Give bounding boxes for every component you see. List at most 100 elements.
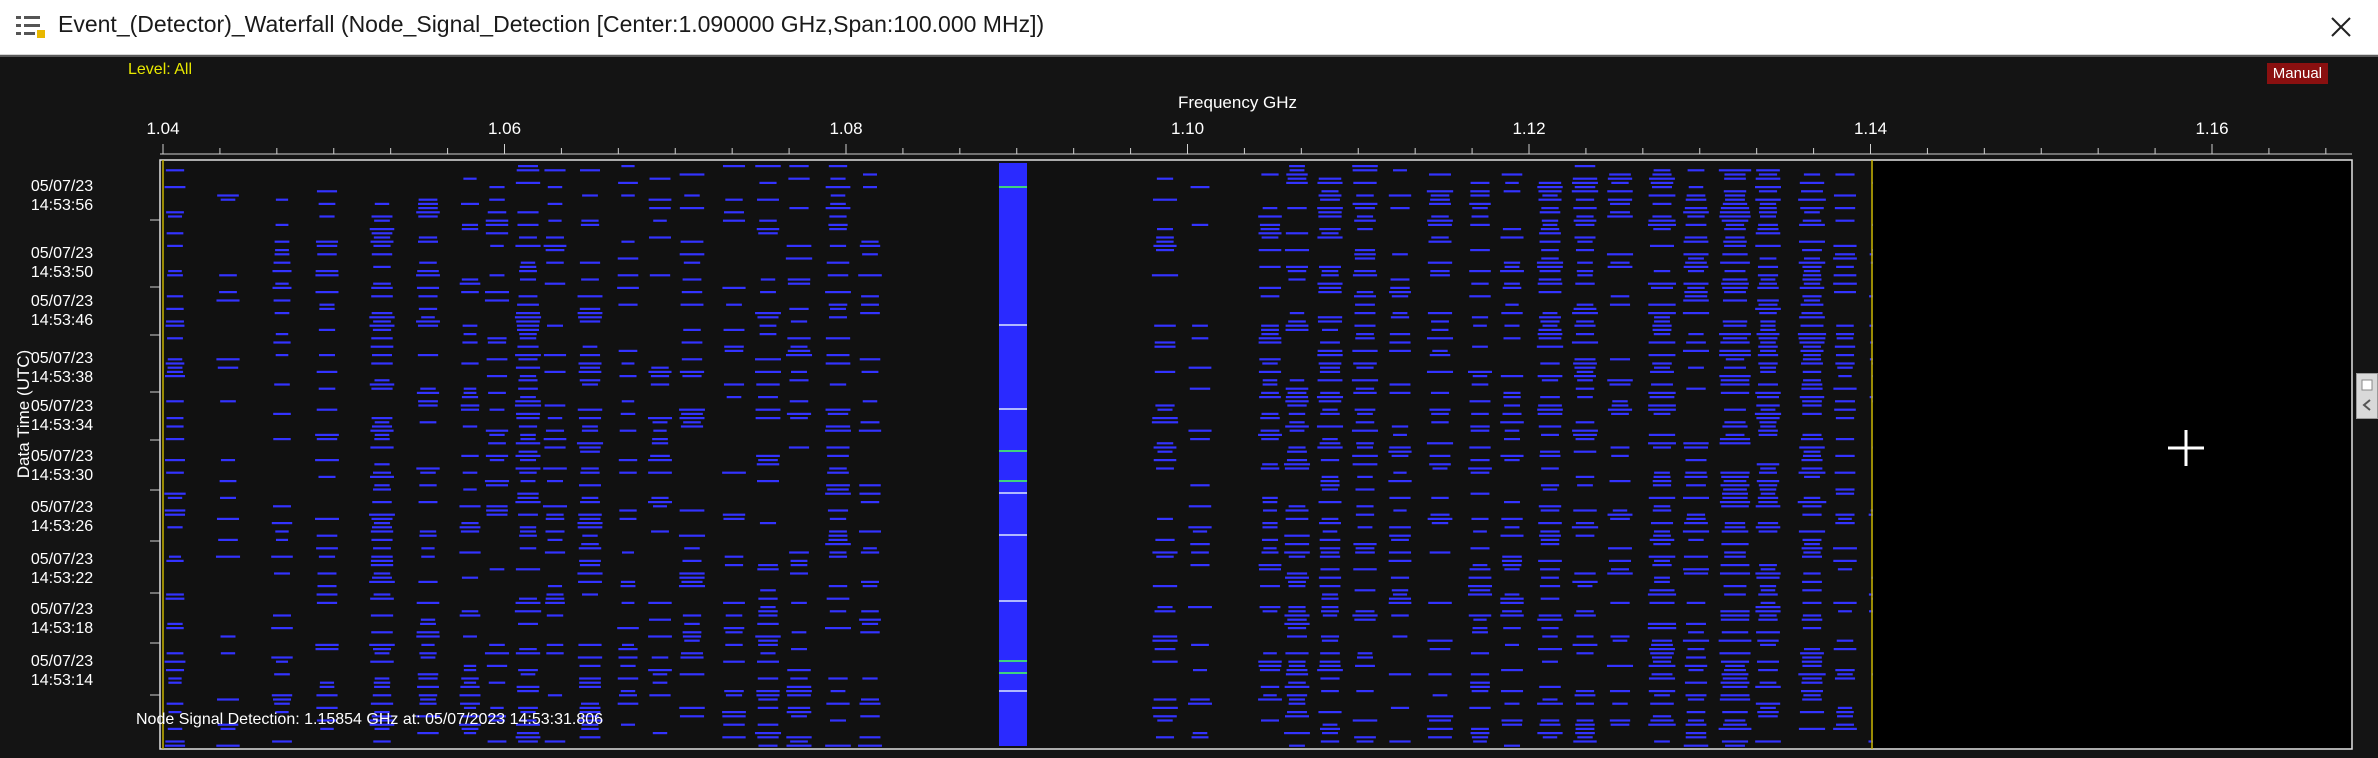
signal-mark [1505, 181, 1519, 184]
signal-mark [1390, 316, 1410, 319]
signal-mark [370, 702, 394, 705]
signal-mark [1574, 186, 1596, 189]
signal-mark [1755, 685, 1781, 688]
signal-mark [1356, 333, 1374, 336]
signal-mark [1537, 618, 1563, 621]
signal-mark [1760, 278, 1776, 281]
signal-mark [678, 585, 706, 588]
signal-mark [1802, 433, 1822, 436]
signal-mark [1837, 715, 1853, 718]
signal-mark [216, 358, 240, 361]
signal-mark [1391, 425, 1409, 428]
signal-mark [1502, 610, 1522, 613]
signal-mark [1259, 358, 1281, 361]
signal-mark [1353, 568, 1377, 571]
signal-mark [1429, 202, 1451, 205]
crosshair-cursor-icon [2168, 430, 2204, 466]
signal-mark [1685, 736, 1707, 739]
signal-mark [1611, 454, 1629, 457]
signal-mark [1354, 219, 1376, 222]
signal-mark [369, 580, 395, 583]
signal-mark [515, 400, 541, 403]
signal-mark [828, 555, 848, 558]
signal-mark [1577, 736, 1593, 739]
manual-mode-badge[interactable]: Manual [2266, 63, 2328, 84]
chevron-left-icon[interactable] [2357, 374, 2377, 418]
signal-mark [581, 723, 599, 726]
signal-mark [621, 643, 635, 646]
signal-mark [1687, 286, 1705, 289]
signal-mark [1354, 270, 1376, 273]
signal-mark [1318, 291, 1342, 294]
signal-mark [417, 240, 439, 243]
close-icon[interactable] [2330, 16, 2352, 38]
signal-mark [1721, 219, 1749, 222]
signal-mark [1573, 509, 1597, 512]
signal-mark [418, 694, 438, 697]
signal-mark [651, 442, 669, 445]
signal-mark [1317, 349, 1343, 352]
signal-mark [1288, 610, 1306, 613]
signal-mark [1798, 337, 1826, 340]
signal-mark [1612, 639, 1628, 642]
signal-mark [1540, 450, 1560, 453]
signal-mark [1502, 412, 1522, 415]
signal-mark [1649, 589, 1675, 592]
signal-mark [1800, 438, 1824, 441]
signal-mark [829, 383, 847, 386]
signal-mark [1722, 425, 1748, 428]
signal-mark [621, 362, 635, 365]
signal-mark [1798, 261, 1826, 264]
signal-mark [1356, 656, 1374, 659]
signal-mark [1152, 585, 1178, 588]
signal-mark [1724, 177, 1746, 180]
signal-mark [516, 320, 540, 323]
signal-mark [485, 454, 509, 457]
signal-mark [1389, 740, 1411, 743]
signal-mark [1688, 186, 1704, 189]
signal-mark [487, 740, 507, 743]
signal-mark [581, 278, 599, 281]
signal-mark [1354, 736, 1376, 739]
signal-mark [1471, 412, 1489, 415]
waterfall-plot[interactable]: 1.04 1.06 1.08 1.10 1.12 1.14 1.1605/07/2314:5… [0, 57, 2378, 758]
signal-mark [167, 274, 183, 277]
signal-mark [548, 219, 562, 222]
signal-mark [825, 362, 851, 365]
signal-mark [1609, 303, 1631, 306]
signal-mark [1260, 295, 1280, 298]
close-button[interactable] [2318, 4, 2364, 50]
signal-mark [1537, 333, 1563, 336]
signal-mark [419, 702, 437, 705]
signal-mark [371, 555, 393, 558]
signal-mark [650, 383, 670, 386]
signal-mark [647, 417, 673, 420]
signal-mark [489, 643, 505, 646]
signal-mark [760, 652, 776, 655]
signal-mark [759, 333, 777, 336]
signal-mark [1317, 207, 1343, 210]
signal-mark [1473, 618, 1487, 621]
signal-mark [1468, 614, 1492, 617]
signal-mark [1722, 492, 1748, 495]
signal-mark [219, 274, 237, 277]
signal-mark [517, 303, 539, 306]
signal-mark [1320, 484, 1340, 487]
signal-mark [518, 513, 538, 516]
signal-mark [517, 690, 539, 693]
signal-mark [1648, 433, 1676, 436]
signal-mark [859, 358, 881, 361]
level-label[interactable]: Level: All [128, 61, 193, 78]
side-panel-handle[interactable] [2356, 373, 2378, 419]
signal-mark [726, 303, 742, 306]
signal-mark [1686, 341, 1706, 344]
signal-mark [1682, 496, 1710, 499]
signal-mark [722, 715, 746, 718]
signal-mark [1683, 442, 1709, 445]
signal-mark [1504, 643, 1520, 646]
signal-mark [1759, 681, 1777, 684]
signal-mark [652, 438, 668, 441]
signal-mark [1539, 534, 1561, 537]
signal-mark [1722, 299, 1748, 302]
signal-mark [1262, 501, 1278, 504]
